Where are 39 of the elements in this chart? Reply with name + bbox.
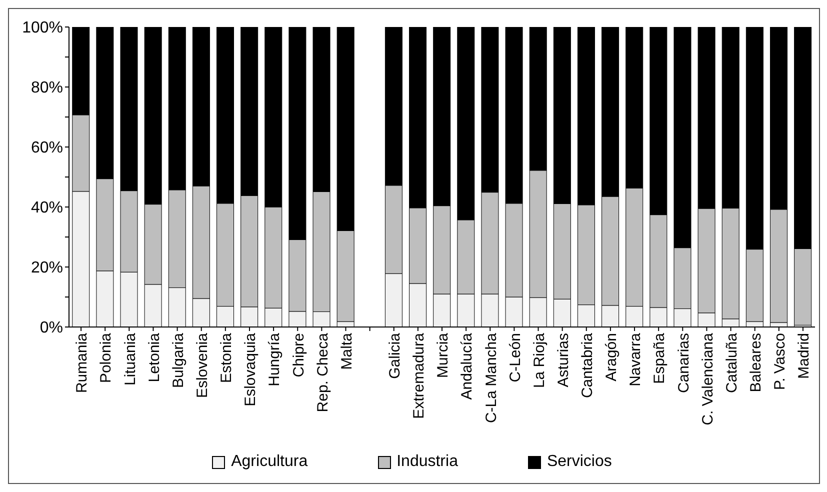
x-tick-label: La Rioja bbox=[530, 332, 548, 388]
x-tick-label: C-León bbox=[506, 333, 524, 382]
x-tick-label: Extremadura bbox=[410, 332, 428, 419]
x-tick-label: Rep. Checa bbox=[314, 332, 332, 412]
y-tick-label: 0% bbox=[40, 320, 63, 337]
x-tick-label: Chipre bbox=[290, 333, 308, 378]
x-tick-label: Canarias bbox=[675, 333, 692, 394]
x-tick-label: Eslovenia bbox=[194, 332, 212, 398]
x-tick-label: Cataluña bbox=[723, 332, 740, 394]
x-tick-label: Bulgaria bbox=[170, 332, 187, 388]
x-tick-label: Estonia bbox=[218, 332, 236, 384]
x-tick-label: Rumania bbox=[74, 332, 91, 394]
x-tick-label: Malta bbox=[338, 332, 356, 370]
legend-label: Industria bbox=[396, 453, 458, 471]
y-tick-label: 40% bbox=[30, 200, 63, 217]
x-tick-label: P. Vasco bbox=[772, 333, 789, 390]
legend-label: Servicios bbox=[546, 453, 612, 471]
y-tick-label: 80% bbox=[30, 80, 63, 97]
y-tick-label: 20% bbox=[30, 260, 63, 277]
y-tick-label: 60% bbox=[30, 140, 63, 157]
legend-label: Agricultura bbox=[231, 453, 308, 471]
x-tick-label: Cantabria bbox=[579, 332, 596, 398]
x-tick-label: España bbox=[651, 332, 668, 384]
x-tick-label: C. Valenciana bbox=[699, 332, 716, 426]
x-tick-label: Lituania bbox=[122, 332, 139, 386]
x-tick-label: Polonia bbox=[98, 332, 115, 384]
x-tick-label: Galicia bbox=[386, 332, 404, 379]
x-tick-label: C-La Mancha bbox=[482, 332, 500, 424]
x-tick-label: Hungría bbox=[266, 332, 284, 386]
x-tick-label: Murcia bbox=[434, 332, 452, 378]
y-tick-label: 100% bbox=[22, 20, 63, 37]
x-tick-label: Navarra bbox=[627, 332, 644, 386]
x-tick-label: Aragón bbox=[603, 333, 620, 382]
x-tick-label: Letonia bbox=[146, 332, 163, 382]
x-tick-label: Asturias bbox=[554, 333, 572, 388]
x-tick-label: Eslovaquia bbox=[242, 332, 260, 406]
x-tick-label: Madrid bbox=[796, 333, 813, 379]
x-tick-label: Baleares bbox=[747, 333, 764, 392]
x-tick-label: Andalucía bbox=[458, 332, 476, 400]
